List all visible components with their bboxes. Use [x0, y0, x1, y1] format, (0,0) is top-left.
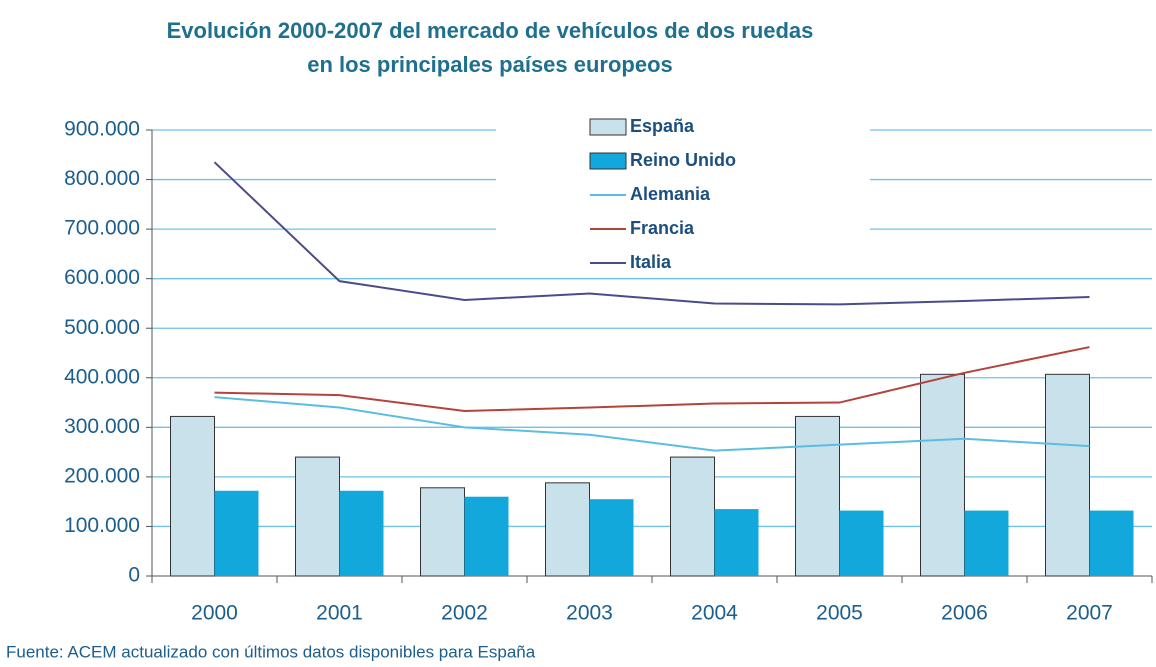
legend-swatch [589, 152, 627, 170]
x-tick-label: 2001 [316, 602, 363, 625]
bar [420, 487, 465, 577]
y-tick-label: 900.000 [64, 118, 140, 141]
bar [964, 510, 1009, 576]
bar [1089, 510, 1134, 576]
y-tick-label: 800.000 [64, 167, 140, 190]
bar [464, 496, 509, 576]
bar [670, 456, 715, 577]
y-tick-label: 500.000 [64, 316, 140, 339]
line-series [213, 161, 1090, 306]
y-tick-label: 600.000 [64, 266, 140, 289]
bar [295, 456, 340, 577]
bar [839, 510, 884, 576]
chart-title: en los principales países europeos [307, 52, 673, 77]
y-tick-label: 400.000 [64, 365, 140, 388]
legend-label: Italia [630, 252, 672, 272]
x-tick-label: 2002 [441, 602, 488, 625]
legend-swatch [589, 118, 627, 136]
x-tick-label: 2006 [941, 602, 988, 625]
bar [589, 499, 634, 576]
y-tick-label: 700.000 [64, 217, 140, 240]
bar [214, 490, 259, 576]
x-tick-label: 2005 [816, 602, 863, 625]
y-tick-label: 100.000 [64, 514, 140, 537]
x-tick-label: 2007 [1066, 602, 1113, 625]
line-series [214, 346, 1090, 412]
bar [545, 482, 590, 577]
bar [714, 509, 759, 576]
x-tick-label: 2003 [566, 602, 613, 625]
y-tick-label: 200.000 [64, 464, 140, 487]
x-tick-label: 2004 [691, 602, 738, 625]
bar [170, 415, 215, 577]
legend-label: Alemania [630, 184, 711, 204]
line-series [214, 396, 1090, 452]
legend-box [496, 112, 870, 278]
legend-label: Reino Unido [630, 150, 736, 170]
y-tick-label: 300.000 [64, 415, 140, 438]
bar [339, 490, 384, 576]
legend-label: España [630, 116, 695, 136]
x-tick-label: 2000 [191, 602, 238, 625]
bar [795, 415, 840, 577]
y-tick-label: 0 [128, 564, 140, 587]
bar [1045, 373, 1090, 577]
bar [920, 373, 965, 577]
source-note: Fuente: ACEM actualizado con últimos dat… [6, 642, 536, 661]
legend-label: Francia [630, 218, 695, 238]
chart-title: Evolución 2000-2007 del mercado de vehíc… [167, 18, 814, 43]
